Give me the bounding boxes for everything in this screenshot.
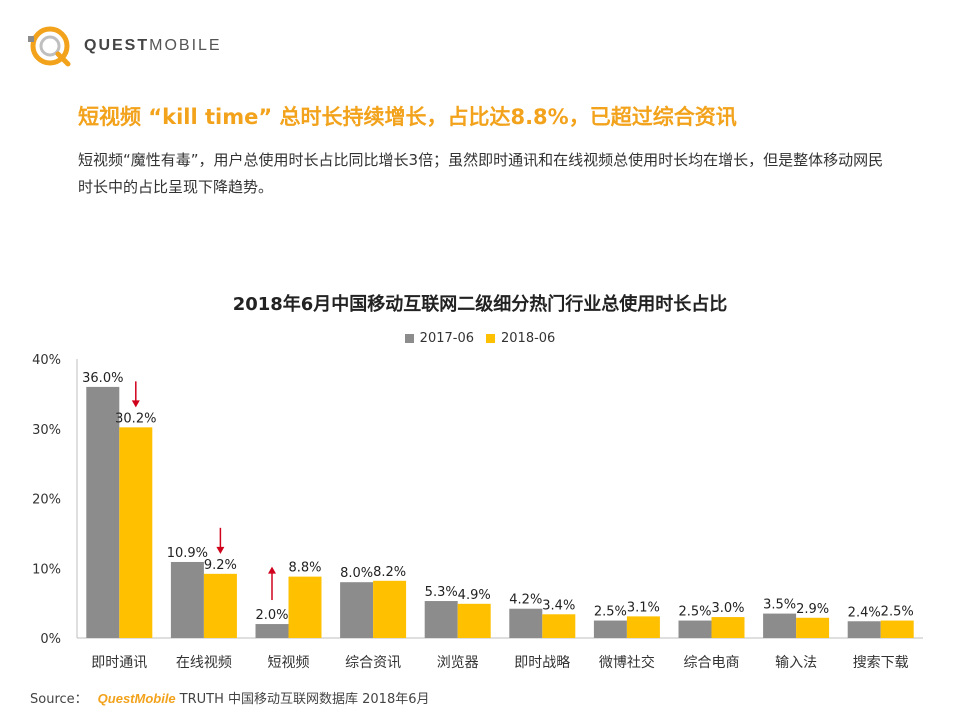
- bar-2018-06: [119, 427, 153, 638]
- data-label-2017-06: 5.3%: [425, 585, 458, 600]
- x-tick-label: 综合电商: [684, 655, 740, 671]
- bar-2018-06: [880, 620, 914, 638]
- legend-item-2018: 2018-06: [486, 331, 555, 346]
- y-tick-label: 10%: [32, 562, 61, 577]
- logo: QUESTMOBILE: [28, 22, 222, 70]
- data-label-2017-06: 2.5%: [594, 605, 627, 620]
- headline: 短视频 “kill time” 总时长持续增长，占比达8.8%，已超过综合资讯: [78, 105, 737, 129]
- x-tick-label: 搜索下载: [853, 654, 909, 671]
- x-tick-label: 即时通讯: [91, 655, 147, 671]
- decrease-arrow-head: [216, 546, 225, 554]
- bar-2017-06: [424, 601, 458, 638]
- data-label-2017-06: 4.2%: [509, 593, 542, 608]
- bar-2017-06: [763, 613, 797, 638]
- data-label-2017-06: 36.0%: [82, 371, 123, 386]
- decrease-arrow-head: [131, 400, 140, 408]
- chart-title: 2018年6月中国移动互联网二级细分热门行业总使用时长占比: [232, 294, 728, 315]
- data-label-2018-06: 3.1%: [627, 600, 660, 615]
- bar-2018-06: [542, 614, 576, 638]
- bar-2018-06: [796, 617, 830, 638]
- data-label-2017-06: 2.5%: [678, 605, 711, 620]
- bar-2017-06: [847, 621, 881, 638]
- bar-2018-06: [373, 580, 407, 638]
- data-label-2018-06: 8.2%: [373, 565, 406, 580]
- legend-swatch-2017: [404, 334, 414, 343]
- data-label-2018-06: 2.5%: [881, 605, 914, 620]
- data-label-2018-06: 2.9%: [796, 602, 829, 617]
- bar-2017-06: [340, 582, 374, 638]
- bar-2017-06: [86, 386, 120, 638]
- bar-2017-06: [509, 608, 543, 638]
- data-label-2018-06: 4.9%: [458, 588, 491, 603]
- y-tick-label: 40%: [32, 353, 61, 368]
- y-tick-label: 0%: [40, 632, 61, 647]
- data-label-2018-06: 3.0%: [711, 601, 744, 616]
- data-label-2017-06: 8.0%: [340, 566, 373, 581]
- x-tick-label: 微博社交: [599, 654, 655, 671]
- data-label-2018-06: 30.2%: [115, 411, 156, 426]
- data-label-2018-06: 8.8%: [288, 561, 321, 576]
- x-tick-label: 输入法: [775, 655, 817, 671]
- source-brand: QuestMobile: [97, 691, 176, 706]
- x-tick-label: 综合资讯: [345, 655, 401, 671]
- bar-2017-06: [593, 620, 627, 638]
- logo-text-light: MOBILE: [149, 37, 222, 54]
- bar-2018-06: [626, 616, 660, 638]
- data-label-2018-06: 9.2%: [204, 558, 237, 573]
- source-label: Source：: [30, 692, 88, 707]
- legend-label-2018: 2018-06: [501, 331, 556, 346]
- x-tick-label: 即时战略: [514, 655, 570, 671]
- bar-2018-06: [288, 576, 322, 638]
- subtext: 短视频“魔性有毒”，用户总使用时长占比同比增长3倍；虽然即时通讯和在线视频总使用…: [78, 151, 884, 196]
- data-label-2018-06: 3.4%: [542, 598, 575, 613]
- legend-swatch-2018: [486, 334, 495, 343]
- bar-2018-06: [711, 617, 745, 638]
- data-label-2017-06: 3.5%: [763, 598, 796, 613]
- y-tick-label: 30%: [32, 423, 61, 438]
- bar-2018-06: [457, 603, 491, 638]
- questmobile-logo-icon: [28, 26, 71, 67]
- bar-2017-06: [678, 620, 712, 638]
- bar-2017-06: [255, 624, 289, 638]
- x-tick-label: 在线视频: [176, 655, 232, 671]
- x-tick-label: 短视频: [268, 655, 310, 671]
- increase-arrow-head: [268, 566, 276, 574]
- y-tick-label: 20%: [32, 493, 61, 508]
- x-tick-label: 浏览器: [437, 655, 479, 671]
- chart-legend: 2017-06 2018-06: [0, 331, 960, 346]
- data-label-2017-06: 2.4%: [848, 605, 881, 620]
- logo-text: QUESTMOBILE: [84, 37, 222, 55]
- logo-text-bold: QUEST: [84, 37, 150, 54]
- legend-label-2017: 2017-06: [419, 331, 474, 346]
- bar-2018-06: [203, 573, 237, 638]
- source-note: Source： QuestMobile TRUTH 中国移动互联网数据库 2018年…: [30, 688, 430, 707]
- data-label-2017-06: 10.9%: [167, 546, 208, 561]
- data-label-2017-06: 2.0%: [255, 608, 288, 623]
- bar-2017-06: [170, 561, 204, 638]
- source-text: TRUTH 中国移动互联网数据库 2018年6月: [179, 692, 430, 707]
- legend-item-2017: 2017-06: [404, 331, 474, 346]
